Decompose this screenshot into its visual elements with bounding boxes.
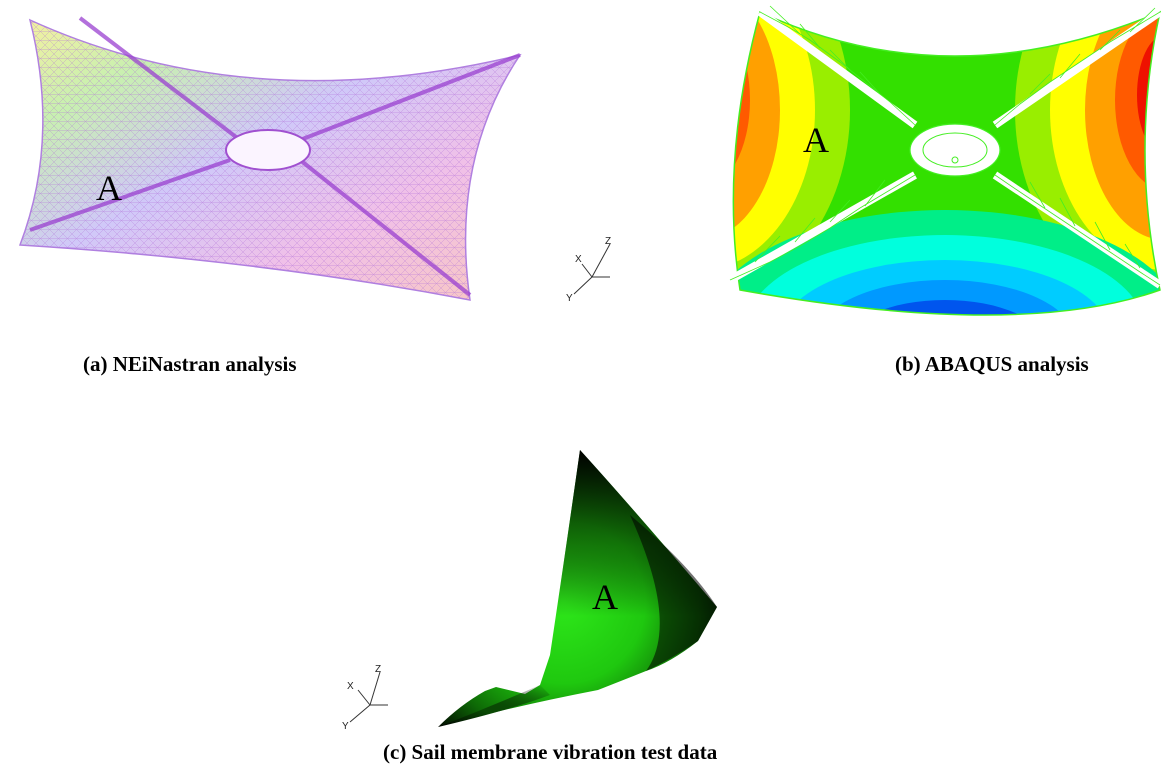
axis-triad-bottom: Z X Y — [338, 660, 398, 730]
test-data-surface-plot: A — [438, 450, 717, 727]
axis-z-label-bottom: Z — [375, 664, 381, 675]
axis-y-label: Y — [566, 293, 573, 302]
nastran-hub — [225, 129, 311, 171]
marker-c-label: A — [592, 577, 618, 617]
caption-nastran: (a) NEiNastran analysis — [83, 352, 297, 376]
panel-nastran: A — [0, 0, 560, 320]
abaqus-booms — [728, 5, 1163, 289]
nastran-booms — [29, 16, 521, 297]
marker-b-label: A — [803, 120, 829, 160]
axis-triad-icon: Z X Y — [566, 236, 611, 302]
marker-a-label: A — [96, 168, 122, 208]
panel-abaqus: A — [700, 0, 1165, 320]
panel-test-data: A — [430, 445, 730, 735]
axis-triad-top: Z X Y — [562, 232, 622, 302]
axis-triad-icon-bottom: Z X Y — [342, 664, 388, 730]
abaqus-contour-plot: A — [728, 5, 1163, 316]
caption-test-data: (c) Sail membrane vibration test data — [383, 740, 718, 764]
caption-abaqus: (b) ABAQUS analysis — [895, 352, 1089, 376]
axis-z-label: Z — [605, 236, 611, 247]
nastran-mesh-plot: A — [18, 16, 522, 301]
axis-y-label-bottom: Y — [342, 721, 349, 730]
axis-x-label: X — [575, 254, 582, 265]
axis-x-label-bottom: X — [347, 681, 354, 692]
